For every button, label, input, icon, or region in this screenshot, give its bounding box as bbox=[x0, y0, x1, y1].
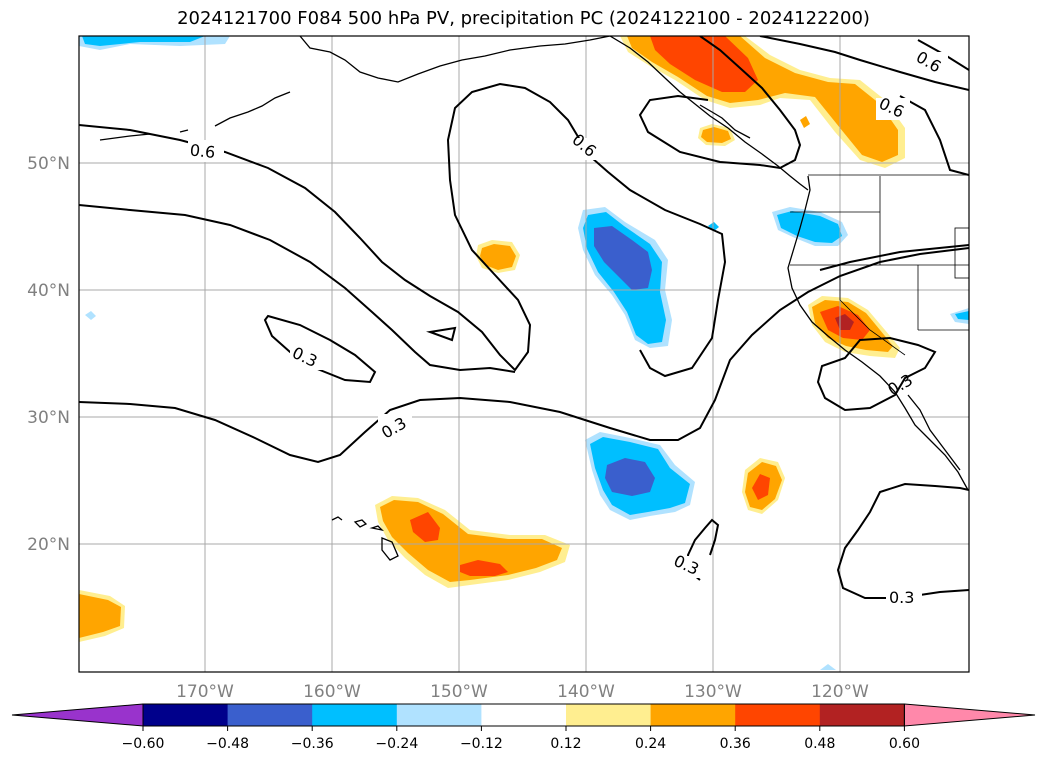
colorbar: −0.60 −0.48 −0.36 −0.24 −0.12 0.12 0.24 0.36 0.4… bbox=[11, 703, 1036, 752]
lat-label-50n: 50°N bbox=[27, 154, 70, 174]
colorbar-tick-label: −0.24 bbox=[375, 736, 418, 752]
coastlines bbox=[99, 36, 969, 561]
lon-label-130w: 130°W bbox=[684, 682, 742, 702]
colorbar-extend-high bbox=[903, 703, 1036, 727]
colorbar-segment bbox=[312, 704, 398, 726]
longitude-labels: 170°W 160°W 150°W 140°W 130°W 120°W bbox=[176, 682, 869, 702]
map-title: 2024121700 F084 500 hPa PV, precipitatio… bbox=[177, 8, 870, 29]
colorbar-segment bbox=[650, 704, 736, 726]
contour-label: 0.3 bbox=[889, 588, 914, 607]
lat-label-20n: 20°N bbox=[27, 535, 70, 555]
pv-contour-0.6-ne bbox=[759, 36, 969, 91]
latitude-labels: 50°N 40°N 30°N 20°N bbox=[27, 154, 70, 555]
political-borders bbox=[790, 174, 969, 356]
colorbar-tick-label: −0.36 bbox=[291, 736, 334, 752]
colorbar-tick-label: 0.48 bbox=[804, 736, 835, 752]
colorbar-extend-low bbox=[11, 703, 144, 727]
colorbar-segment bbox=[227, 704, 313, 726]
map-frame bbox=[78, 35, 970, 673]
colorbar-segment bbox=[735, 704, 821, 726]
lat-label-30n: 30°N bbox=[27, 408, 70, 428]
colorbar-segment bbox=[143, 704, 229, 726]
pv-contour-0.3-main bbox=[79, 247, 969, 464]
pv-contour-0.6-bc bbox=[638, 36, 802, 170]
colorbar-segment bbox=[481, 704, 567, 726]
colorbar-tick-label: −0.12 bbox=[460, 736, 503, 752]
lon-label-140w: 140°W bbox=[557, 682, 615, 702]
colorbar-segment bbox=[566, 704, 652, 726]
colorbar-tick-label: −0.60 bbox=[122, 736, 165, 752]
pv-contours bbox=[79, 36, 969, 599]
colorbar-segment bbox=[819, 704, 905, 726]
lon-label-120w: 120°W bbox=[811, 682, 869, 702]
lon-label-150w: 150°W bbox=[430, 682, 488, 702]
colorbar-tick-label: 0.60 bbox=[889, 736, 920, 752]
lon-label-170w: 170°W bbox=[176, 682, 234, 702]
pv-contour-0.6-mid bbox=[79, 204, 516, 373]
precip-negative-shading bbox=[79, 36, 969, 670]
contour-label: 0.6 bbox=[189, 140, 216, 162]
pv-contour-0.3-closed bbox=[263, 314, 377, 384]
colorbar-tick-label: 0.24 bbox=[635, 736, 666, 752]
pv-contour-0.3-baja bbox=[816, 336, 937, 412]
lon-label-160w: 160°W bbox=[303, 682, 361, 702]
colorbar-tick-label: 0.36 bbox=[720, 736, 751, 752]
colorbar-tick-label: −0.48 bbox=[206, 736, 249, 752]
pv-contour-0.6-west bbox=[79, 82, 727, 378]
colorbar-tick-label: 0.12 bbox=[550, 736, 581, 752]
colorbar-outline bbox=[142, 703, 905, 727]
colorbar-segment bbox=[396, 704, 482, 726]
lat-label-40n: 40°N bbox=[27, 281, 70, 301]
